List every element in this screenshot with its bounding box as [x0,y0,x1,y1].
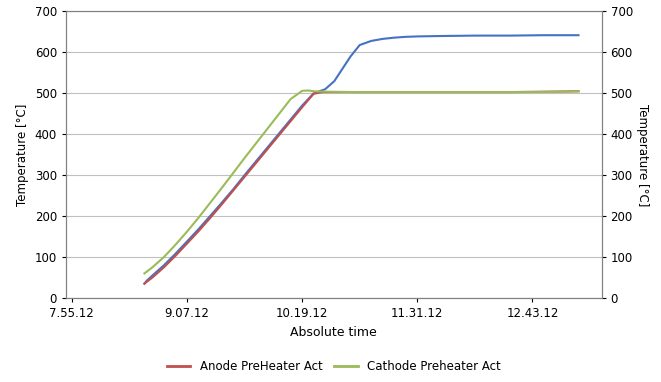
X-axis label: Absolute time: Absolute time [290,325,377,338]
Legend: Anode PreHeater Act, Cathode Preheater Act: Anode PreHeater Act, Cathode Preheater A… [162,355,506,378]
Y-axis label: Temperature [°C]: Temperature [°C] [637,104,650,206]
Y-axis label: Temperature [°C]: Temperature [°C] [17,104,29,206]
